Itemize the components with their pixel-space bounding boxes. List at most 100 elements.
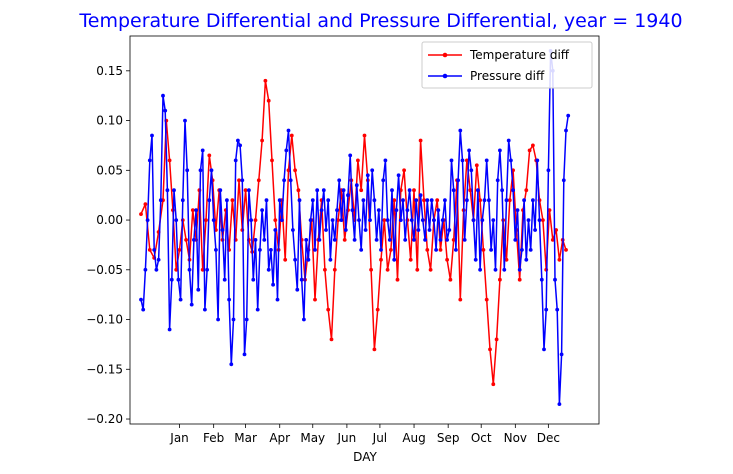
data-point-temperature <box>323 267 327 272</box>
data-point-temperature <box>524 188 529 193</box>
x-tick-label: Sep <box>437 431 460 445</box>
data-point-pressure <box>269 248 273 252</box>
data-point-pressure <box>240 178 245 183</box>
data-point-pressure <box>258 248 262 252</box>
data-point-pressure <box>462 238 467 242</box>
legend-marker-pressure <box>442 73 448 79</box>
data-point-temperature <box>283 257 288 262</box>
data-point-pressure <box>293 257 297 262</box>
y-tick-label: 0.05 <box>96 163 123 177</box>
data-point-temperature <box>372 347 377 352</box>
data-point-pressure <box>216 317 221 322</box>
x-tick-label: Oct <box>471 431 492 445</box>
x-tick-label: Nov <box>504 431 527 445</box>
data-point-pressure <box>295 287 300 292</box>
data-point-pressure <box>172 188 176 193</box>
data-point-pressure <box>141 307 146 312</box>
data-point-temperature <box>207 153 212 158</box>
data-point-pressure <box>405 208 410 213</box>
data-point-temperature <box>448 277 453 282</box>
data-point-pressure <box>379 248 383 252</box>
data-point-pressure <box>480 218 485 223</box>
data-point-pressure <box>315 188 320 193</box>
data-point-pressure <box>414 198 419 203</box>
data-point-pressure <box>324 228 328 232</box>
data-point-pressure <box>253 238 258 242</box>
data-point-temperature <box>435 198 440 203</box>
y-tick-label: −0.15 <box>86 362 123 376</box>
x-tick-label: Jan <box>169 431 189 445</box>
legend: Temperature diff Pressure diff <box>421 41 593 89</box>
data-point-pressure <box>156 257 161 262</box>
data-point-pressure <box>535 158 540 163</box>
data-point-pressure <box>363 228 368 232</box>
data-point-pressure <box>517 267 522 272</box>
data-point-pressure <box>445 238 449 242</box>
data-point-pressure <box>493 267 498 272</box>
data-point-pressure <box>236 138 240 143</box>
data-point-pressure <box>458 128 463 133</box>
data-point-temperature <box>286 168 291 173</box>
data-point-pressure <box>498 148 502 153</box>
data-point-temperature <box>147 248 152 252</box>
data-point-temperature <box>425 248 430 252</box>
x-tick-label: Aug <box>402 431 425 445</box>
data-point-pressure <box>438 238 443 242</box>
data-point-pressure <box>242 352 247 357</box>
data-point-temperature <box>204 218 208 223</box>
data-point-pressure <box>163 108 168 113</box>
data-point-pressure <box>161 93 165 98</box>
data-point-pressure <box>539 277 544 282</box>
data-point-pressure <box>341 188 346 193</box>
data-point-pressure <box>143 267 148 272</box>
data-point-temperature <box>326 307 331 312</box>
data-point-pressure <box>460 158 465 163</box>
legend-marker-temperature <box>442 52 448 58</box>
data-point-pressure <box>220 228 225 232</box>
data-point-pressure <box>207 198 212 203</box>
data-point-temperature <box>270 158 274 163</box>
data-point-pressure <box>152 248 157 252</box>
data-point-pressure <box>398 218 403 223</box>
data-point-temperature <box>256 178 261 183</box>
data-point-pressure <box>473 257 478 262</box>
data-point-pressure <box>326 198 331 203</box>
data-point-pressure <box>416 228 421 232</box>
data-point-pressure <box>423 238 427 242</box>
data-point-pressure <box>467 148 471 153</box>
y-tick-label: −0.05 <box>86 263 123 277</box>
data-point-temperature <box>356 158 360 163</box>
data-point-pressure <box>354 183 359 188</box>
data-point-pressure <box>511 188 515 193</box>
data-point-pressure <box>264 198 269 203</box>
data-point-pressure <box>465 198 469 203</box>
data-point-pressure <box>313 248 317 252</box>
data-point-pressure <box>288 178 293 183</box>
data-point-temperature <box>237 178 241 183</box>
data-point-temperature <box>342 238 347 242</box>
data-point-temperature <box>412 188 416 193</box>
data-point-temperature <box>369 267 373 272</box>
data-point-pressure <box>158 198 163 203</box>
data-point-pressure <box>310 198 315 203</box>
data-point-pressure <box>229 362 234 367</box>
data-point-pressure <box>429 198 434 203</box>
data-point-pressure <box>515 208 520 213</box>
data-point-pressure <box>346 193 350 198</box>
data-point-temperature <box>465 158 469 163</box>
data-point-pressure <box>154 267 159 272</box>
data-point-temperature <box>266 98 271 103</box>
data-point-pressure <box>381 178 386 183</box>
data-point-pressure <box>299 277 304 282</box>
data-point-pressure <box>139 297 143 302</box>
y-tick-label: −0.10 <box>86 313 123 327</box>
x-axis-label: DAY <box>353 450 377 464</box>
data-point-pressure <box>187 267 192 272</box>
data-point-pressure <box>502 267 507 272</box>
data-point-pressure <box>284 148 289 153</box>
data-point-pressure <box>227 297 232 302</box>
data-point-pressure <box>392 257 397 262</box>
plot-frame <box>129 35 600 425</box>
data-point-temperature <box>296 188 301 193</box>
data-point-pressure <box>440 218 445 223</box>
